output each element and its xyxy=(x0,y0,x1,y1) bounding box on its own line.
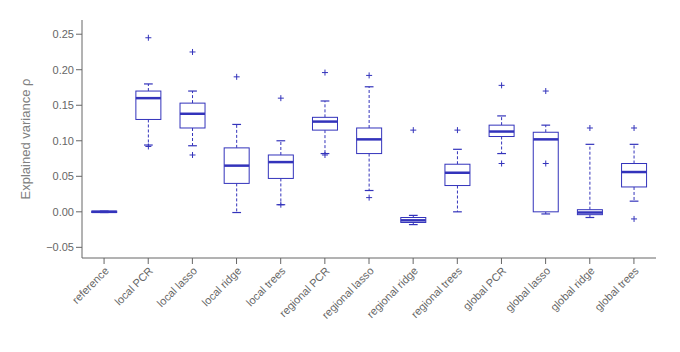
svg-text:local PCR: local PCR xyxy=(112,264,155,307)
svg-text:local lasso: local lasso xyxy=(155,264,200,309)
svg-text:global PCR: global PCR xyxy=(461,264,509,312)
svg-text:0.25: 0.25 xyxy=(53,28,74,40)
svg-text:Explained variance ρ: Explained variance ρ xyxy=(18,79,33,200)
svg-text:0.10: 0.10 xyxy=(53,135,74,147)
svg-text:local trees: local trees xyxy=(244,264,288,308)
svg-text:−0.05: −0.05 xyxy=(46,241,74,253)
svg-text:global ridge: global ridge xyxy=(548,264,597,313)
svg-text:regional trees: regional trees xyxy=(409,264,465,320)
svg-text:0.00: 0.00 xyxy=(53,206,74,218)
svg-text:regional ridge: regional ridge xyxy=(364,264,421,321)
svg-text:local ridge: local ridge xyxy=(200,264,244,308)
svg-text:global lasso: global lasso xyxy=(503,264,553,314)
svg-text:reference: reference xyxy=(70,264,111,305)
svg-text:0.20: 0.20 xyxy=(53,64,74,76)
svg-text:regional lasso: regional lasso xyxy=(319,264,376,321)
svg-text:0.05: 0.05 xyxy=(53,170,74,182)
svg-text:global trees: global trees xyxy=(592,264,641,313)
svg-text:0.15: 0.15 xyxy=(53,99,74,111)
svg-text:regional PCR: regional PCR xyxy=(277,264,332,320)
